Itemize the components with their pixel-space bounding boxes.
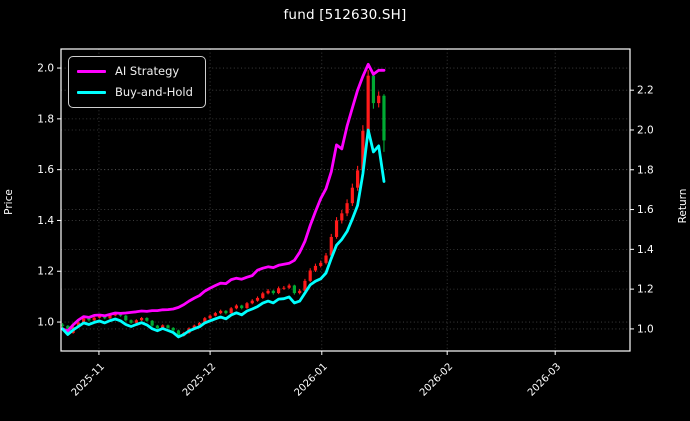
left-axis-label: Price [3, 189, 15, 215]
candle-body-up [266, 290, 270, 294]
candle-body-down [124, 315, 128, 321]
y-tick-label-left: 1.2 [37, 266, 54, 278]
candle-body-up [229, 308, 233, 314]
candle-body-up [192, 325, 196, 329]
x-tick-label: 2026-03 [526, 361, 563, 398]
candle-body-up [361, 130, 365, 171]
candle-body-up [245, 303, 249, 309]
y-tick-label-left: 1.4 [37, 215, 54, 227]
candle-body-up [276, 288, 281, 294]
y-tick-label-right: 2.0 [637, 124, 654, 136]
candle-body-down [145, 317, 149, 321]
y-tick-label-right: 1.6 [637, 204, 654, 216]
chart-title: fund [512630.SH] [283, 7, 407, 23]
candle-body-down [150, 320, 154, 326]
candle-body-down [371, 75, 376, 104]
candle-body-up [203, 318, 207, 324]
ai-strategy-line-swatch-icon [77, 69, 106, 73]
buy-and-hold-line-swatch-icon [77, 90, 106, 94]
y-tick-label-right: 1.0 [637, 323, 654, 335]
y-tick-label-left: 1.0 [37, 317, 54, 329]
candle-body-up [350, 187, 354, 204]
candle-body-up [161, 325, 165, 329]
right-axis-label: Return [677, 188, 689, 224]
candle-body-up [377, 95, 381, 104]
candle-body-up [250, 300, 254, 304]
candle-body-down [176, 330, 181, 336]
candle-body-down [60, 324, 65, 326]
candle-body-up [255, 297, 260, 301]
candle-body-up [140, 317, 144, 321]
candle-body-up [208, 315, 212, 319]
x-tick-label: 2025-12 [181, 361, 218, 398]
buy-and-hold-line [61, 128, 386, 339]
ai-strategy-line [61, 62, 386, 333]
candle-body-up [329, 236, 333, 256]
candle-body-up [303, 280, 307, 291]
candle-body-down [271, 290, 275, 294]
candle-body-down [240, 305, 244, 309]
candle-body-up [308, 270, 312, 281]
candle-body-up [340, 213, 344, 221]
candle-body-up [298, 290, 302, 294]
legend-item-buy-and-hold: Buy-and-Hold [77, 83, 193, 101]
candle-body-up [313, 265, 318, 271]
y-tick-label-right: 1.2 [637, 284, 654, 296]
candle-body-up [82, 318, 86, 323]
candle-body-down [171, 327, 175, 331]
axis-frame [60, 48, 631, 352]
candle-body-down [292, 285, 296, 294]
candle-body-up [356, 170, 360, 188]
legend-label-ai-strategy: AI Strategy [115, 64, 180, 78]
candle-body-up [334, 220, 339, 237]
candle-body-up [319, 262, 323, 266]
candle-body-up [366, 75, 370, 131]
candle-body-down [166, 325, 170, 328]
candle-body-up [345, 203, 349, 214]
candle-body-up [197, 323, 202, 326]
x-tick-label: 2026-02 [418, 361, 455, 398]
y-tick-label-left: 1.6 [37, 164, 54, 176]
candle-body-up [324, 255, 328, 263]
y-tick-label-right: 1.8 [637, 164, 654, 176]
candle-body-up [92, 317, 96, 321]
y-tick-label-left: 1.8 [37, 113, 54, 125]
candle-body-up [213, 313, 217, 316]
x-tick-label: 2026-01 [293, 361, 330, 398]
candle-body-down [382, 95, 386, 141]
candle-body-down [224, 310, 228, 314]
legend: AI Strategy Buy-and-Hold [68, 56, 206, 108]
candle-body-up [287, 285, 291, 288]
y-tick-label-right: 2.2 [637, 85, 654, 97]
candle-body-up [108, 315, 112, 319]
candle-body-down [87, 318, 91, 321]
candle-body-up [282, 287, 286, 289]
candle-body-up [219, 310, 223, 314]
legend-item-ai-strategy: AI Strategy [77, 62, 193, 80]
legend-label-buy-and-hold: Buy-and-Hold [115, 85, 193, 99]
y-tick-label-left: 2.0 [37, 63, 54, 75]
x-tick-label: 2025-11 [70, 361, 107, 398]
candle-body-down [155, 325, 160, 329]
candle-body-up [134, 320, 138, 323]
candle-body-up [261, 293, 265, 298]
candle-body-up [234, 305, 239, 309]
candle-body-down [129, 320, 133, 323]
candle-body-up [97, 315, 102, 318]
y-tick-label-right: 1.4 [637, 244, 654, 256]
